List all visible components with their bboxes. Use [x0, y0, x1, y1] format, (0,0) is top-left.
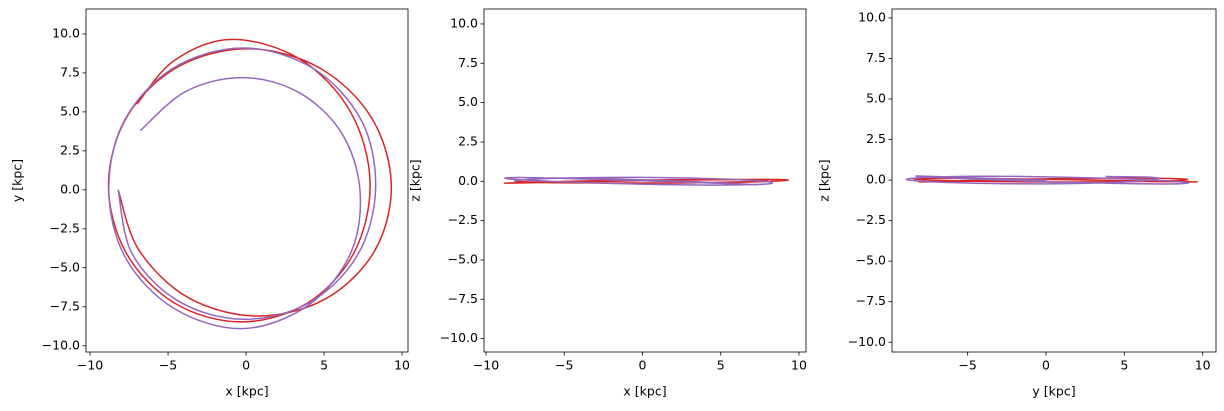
axes-frame — [891, 8, 1217, 353]
y-axis-label: z [kpc] — [817, 159, 832, 201]
y-tick-label: 2.5 — [866, 131, 886, 146]
y-tick-label: 10.0 — [858, 9, 886, 24]
y-tick-label: −10.0 — [848, 334, 886, 349]
y-tick-label: −5.0 — [856, 253, 886, 268]
y-tick-label: −7.5 — [856, 293, 886, 308]
x-tick-label: −5 — [958, 358, 976, 373]
y-tick-label: −2.5 — [856, 212, 886, 227]
y-tick-label: 7.5 — [866, 50, 886, 65]
orbit-line — [504, 176, 774, 186]
y-tick-label: −2.5 — [448, 212, 478, 227]
y-tick-label: 10.0 — [52, 25, 80, 40]
x-axis-label: y [kpc] — [1032, 384, 1075, 399]
y-tick-label: 7.5 — [60, 64, 80, 79]
axes-frame — [85, 8, 409, 353]
y-tick-label: 0.0 — [60, 181, 80, 196]
x-tick-label: 0 — [639, 358, 647, 373]
y-tick-label: −2.5 — [50, 220, 80, 235]
x-tick-label: −10 — [473, 358, 499, 373]
y-tick-label: 2.5 — [60, 142, 80, 157]
y-axis-label: y [kpc] — [10, 159, 25, 202]
x-axis-label: x [kpc] — [623, 384, 666, 399]
x-tick-label: −5 — [555, 358, 573, 373]
y-tick-label: −5.0 — [50, 259, 80, 274]
x-axis-label: x [kpc] — [225, 384, 268, 399]
y-tick-label: −7.5 — [448, 291, 478, 306]
x-tick-label: 0 — [242, 358, 250, 373]
y-tick-label: 7.5 — [458, 55, 478, 70]
y-tick-label: −5.0 — [448, 251, 478, 266]
x-tick-label: 5 — [1120, 358, 1128, 373]
y-tick-label: 5.0 — [458, 94, 478, 109]
y-axis-label: z [kpc] — [408, 159, 423, 201]
y-tick-label: −7.5 — [50, 298, 80, 313]
x-tick-label: −5 — [159, 358, 177, 373]
y-tick-label: 2.5 — [458, 133, 478, 148]
x-tick-label: 5 — [320, 358, 328, 373]
x-tick-label: −10 — [77, 358, 103, 373]
y-tick-label: 5.0 — [866, 91, 886, 106]
y-tick-label: −10.0 — [440, 330, 478, 345]
x-tick-label: 5 — [717, 358, 725, 373]
y-tick-label: 5.0 — [60, 103, 80, 118]
x-tick-label: 10 — [394, 358, 410, 373]
orbit-line — [108, 47, 377, 330]
x-tick-label: 10 — [1195, 358, 1211, 373]
y-tick-label: 10.0 — [450, 15, 478, 30]
axes-frame — [483, 8, 807, 353]
x-tick-label: 0 — [1042, 358, 1050, 373]
orbit-line — [905, 175, 1190, 185]
x-tick-label: 10 — [791, 358, 807, 373]
y-tick-label: 0.0 — [458, 173, 478, 188]
y-tick-label: −10.0 — [42, 337, 80, 352]
y-tick-label: 0.0 — [866, 172, 886, 187]
